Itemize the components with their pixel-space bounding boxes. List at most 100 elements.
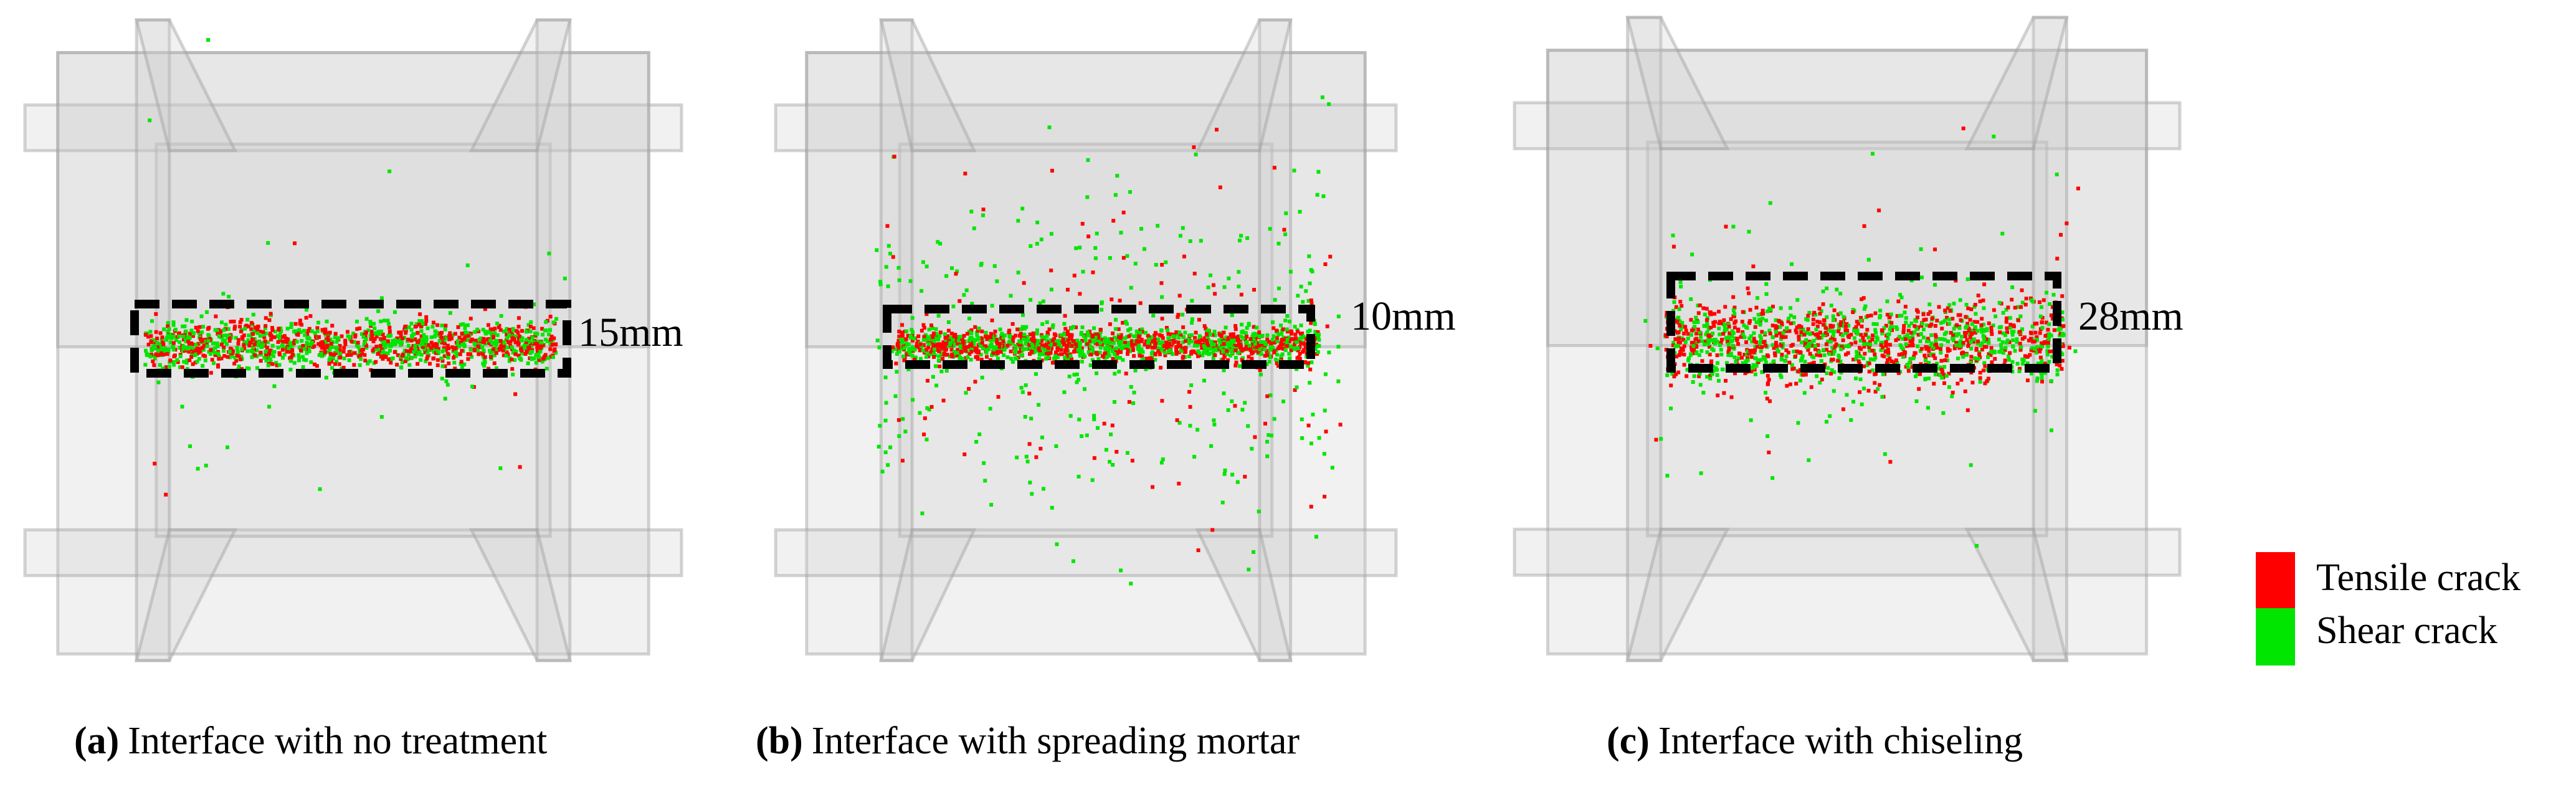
crack-point	[159, 347, 164, 351]
crack-point	[988, 338, 992, 343]
crack-point	[1803, 340, 1807, 345]
crack-point	[1226, 358, 1230, 362]
crack-point	[1785, 384, 1789, 388]
crack-point	[1958, 298, 1962, 302]
crack-point	[300, 338, 304, 343]
crack-point	[242, 333, 246, 338]
crack-point	[383, 318, 387, 323]
crack-point	[1167, 336, 1171, 340]
crack-point	[368, 359, 372, 363]
crack-point	[529, 320, 533, 324]
crack-point	[1729, 317, 1733, 322]
crack-point	[152, 363, 156, 368]
crack-point	[171, 320, 176, 325]
crack-point	[1205, 336, 1210, 341]
crack-point	[1866, 314, 1870, 318]
crack-point	[1224, 325, 1228, 330]
crack-point	[1038, 351, 1042, 355]
crack-point	[487, 366, 491, 371]
crack-point	[1067, 336, 1072, 341]
crack-point	[335, 346, 339, 350]
crack-point	[1177, 350, 1181, 355]
crack-point	[151, 359, 155, 363]
crack-point	[1882, 326, 1886, 330]
crack-point	[1942, 381, 1946, 385]
crack-point	[1760, 345, 1764, 350]
crack-point	[2031, 299, 2035, 303]
crack-point	[285, 340, 289, 344]
crack-point	[551, 320, 556, 325]
crack-point	[1181, 349, 1186, 353]
crack-point	[269, 312, 273, 316]
crack-point	[1761, 355, 1766, 359]
crack-point	[1015, 327, 1020, 332]
crack-point	[1982, 328, 1986, 332]
crack-point	[1747, 336, 1752, 341]
specimen-panel: 10mm(b) Interface with spreading mortar	[756, 18, 1456, 762]
crack-point	[511, 350, 515, 355]
crack-point	[1134, 341, 1139, 346]
crack-point	[249, 333, 253, 338]
crack-point	[1807, 344, 1812, 348]
crack-point	[1080, 325, 1085, 330]
crack-point	[1281, 335, 1286, 340]
crack-point	[1794, 381, 1799, 386]
crack-point	[1285, 327, 1289, 332]
crack-point	[304, 358, 308, 362]
crack-point	[1308, 367, 1313, 371]
crack-point	[1138, 301, 1143, 305]
crack-point	[1021, 337, 1025, 341]
crack-point	[1887, 332, 1891, 336]
crack-point	[1751, 264, 1756, 269]
crack-point	[950, 354, 954, 358]
crack-point	[1229, 353, 1233, 358]
crack-point	[1148, 356, 1153, 360]
crack-point	[425, 356, 429, 361]
crack-point	[1681, 338, 1686, 342]
crack-point	[1802, 333, 1807, 337]
crack-point	[1806, 327, 1810, 332]
crack-point	[1298, 336, 1302, 341]
crack-point	[338, 344, 342, 348]
crack-point	[1910, 343, 1914, 348]
crack-point	[172, 354, 176, 358]
crack-point	[1243, 341, 1248, 345]
crack-point	[1252, 550, 1256, 554]
crack-point	[307, 327, 311, 331]
crack-point	[1137, 335, 1141, 339]
crack-point	[1837, 355, 1841, 360]
crack-point	[1295, 356, 1300, 360]
crack-point	[944, 369, 949, 373]
crack-point	[1119, 342, 1123, 346]
crack-point	[1260, 333, 1265, 338]
top-plate	[1513, 101, 2182, 151]
crack-point	[302, 358, 307, 362]
crack-point	[1676, 370, 1681, 375]
crack-point	[939, 351, 943, 356]
crack-point	[1915, 315, 1919, 320]
crack-point	[1800, 356, 1804, 361]
crack-point	[526, 361, 530, 366]
crack-point	[969, 328, 974, 332]
crack-point	[1880, 328, 1884, 333]
crack-point	[999, 350, 1003, 354]
crack-point	[1233, 343, 1237, 348]
crack-point	[203, 358, 207, 363]
crack-point	[1095, 426, 1100, 430]
crack-point	[497, 325, 501, 329]
crack-point	[945, 353, 949, 357]
crack-point	[280, 348, 285, 352]
crack-point	[436, 346, 440, 351]
crack-point	[1062, 390, 1067, 394]
crack-point	[430, 325, 435, 329]
crack-point	[301, 355, 305, 359]
crack-point	[1870, 151, 1875, 156]
crack-point	[417, 319, 422, 323]
crack-point	[146, 335, 151, 339]
crack-point	[1748, 319, 1752, 323]
crack-point	[186, 340, 191, 344]
crack-point	[939, 370, 944, 374]
crack-point	[409, 338, 414, 343]
crack-point	[1202, 378, 1206, 383]
crack-point	[958, 344, 962, 348]
